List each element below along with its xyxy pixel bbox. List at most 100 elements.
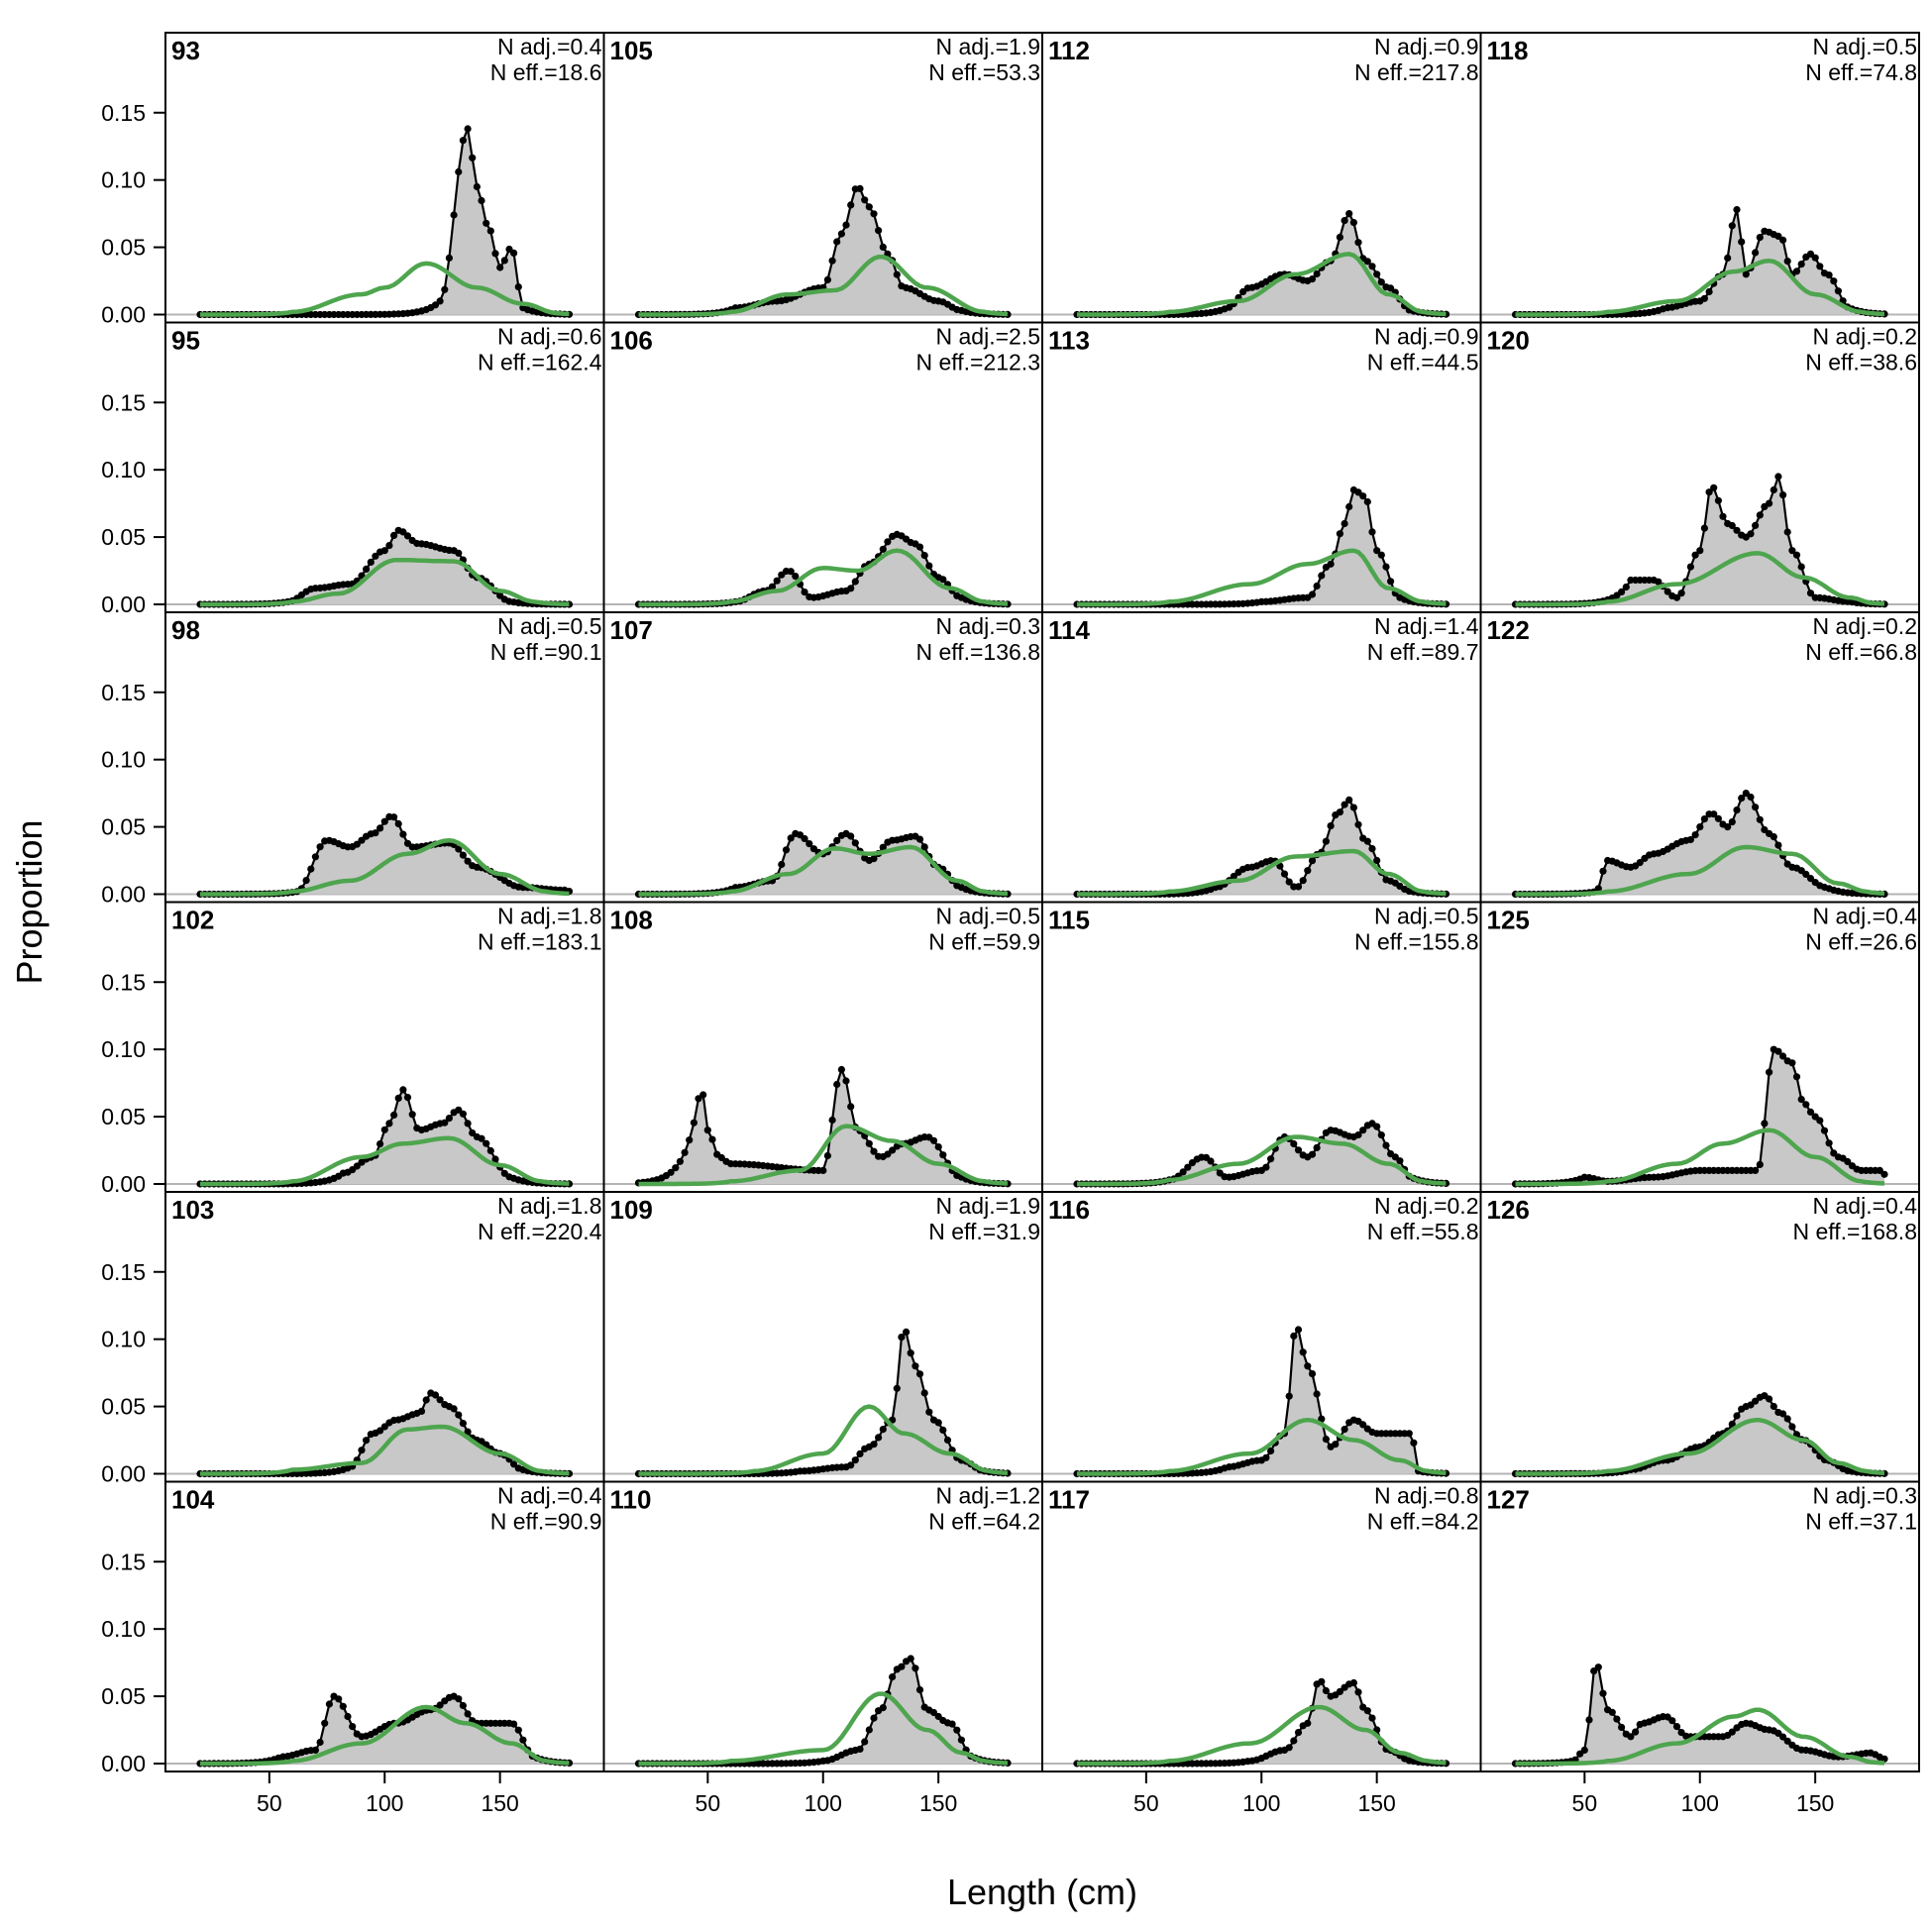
observed-point xyxy=(376,1140,384,1148)
x-axis-title: Length (cm) xyxy=(947,1872,1137,1912)
observed-point xyxy=(1802,1101,1810,1109)
observed-point xyxy=(1761,1120,1769,1127)
panel-year-label: 102 xyxy=(171,906,214,935)
observed-point xyxy=(450,1405,458,1413)
x-tick-label: 150 xyxy=(481,1790,518,1816)
panel-110: 110 N adj.=1.2N eff.=64.2 xyxy=(602,1480,1043,1772)
x-tick-label: 100 xyxy=(805,1790,842,1816)
observed-point xyxy=(519,1736,527,1744)
n-adj-label: N adj.=1.2 xyxy=(936,1483,1041,1509)
observed-point xyxy=(1373,856,1381,865)
observed-point xyxy=(459,137,467,145)
observed-point xyxy=(1599,1689,1607,1697)
observed-point xyxy=(889,1673,897,1681)
observed-point xyxy=(496,264,504,271)
observed-area xyxy=(1515,1666,1884,1764)
observed-point xyxy=(464,1428,472,1436)
observed-point xyxy=(1290,1737,1298,1745)
observed-point xyxy=(1844,1157,1852,1166)
observed-point xyxy=(1766,499,1773,507)
observed-point xyxy=(1382,1141,1390,1149)
y-tick-label: 0.10 xyxy=(101,747,146,773)
observed-point xyxy=(870,1714,878,1722)
observed-point xyxy=(1806,590,1815,597)
panel-117: 117 N adj.=0.8N eff.=84.2 xyxy=(1041,1480,1482,1772)
observed-point xyxy=(376,824,384,832)
observed-point xyxy=(778,860,786,869)
observed-point xyxy=(1672,593,1681,601)
observed-point xyxy=(1738,795,1746,803)
observed-point xyxy=(870,1147,878,1155)
n-eff-label: N eff.=64.2 xyxy=(928,1509,1040,1535)
observed-point xyxy=(1724,823,1732,831)
observed-point xyxy=(1655,578,1663,586)
observed-point xyxy=(436,297,444,305)
panel-year-label: 126 xyxy=(1487,1195,1530,1225)
observed-point xyxy=(349,1723,357,1731)
observed-area xyxy=(200,129,570,315)
observed-point xyxy=(1336,530,1343,538)
observed-point xyxy=(385,1120,393,1127)
observed-point xyxy=(1710,810,1718,818)
observed-point xyxy=(311,1746,319,1754)
observed-point xyxy=(690,1119,698,1127)
n-eff-label: N eff.=59.9 xyxy=(928,929,1040,955)
observed-point xyxy=(344,1712,352,1721)
observed-point xyxy=(1304,1362,1312,1370)
y-tick-label: 0.10 xyxy=(101,167,146,193)
n-adj-label: N adj.=0.4 xyxy=(497,1483,602,1509)
observed-point xyxy=(353,840,361,848)
observed-point xyxy=(787,834,795,842)
observed-point xyxy=(510,1720,518,1728)
observed-point xyxy=(879,545,887,553)
observed-point xyxy=(847,201,855,209)
observed-point xyxy=(768,583,777,590)
observed-point xyxy=(1632,1728,1640,1736)
observed-point xyxy=(459,1701,467,1710)
observed-point xyxy=(464,1710,472,1718)
y-tick-label: 0.05 xyxy=(101,1104,146,1129)
panel-93: 93 N adj.=0.4N eff.=18.6 xyxy=(164,32,605,324)
observed-point xyxy=(1345,796,1353,805)
n-adj-label: N adj.=0.5 xyxy=(936,904,1041,929)
observed-point xyxy=(1349,1678,1357,1687)
observed-point xyxy=(455,549,463,557)
expected-line xyxy=(1077,252,1447,317)
observed-point xyxy=(893,1384,901,1392)
observed-point xyxy=(1322,1686,1330,1695)
observed-point xyxy=(884,1150,892,1158)
observed-point xyxy=(1752,521,1760,530)
observed-point xyxy=(1788,1059,1796,1067)
observed-point xyxy=(898,1334,906,1342)
observed-point xyxy=(417,1407,426,1415)
n-eff-label: N eff.=220.4 xyxy=(478,1219,602,1244)
observed-point xyxy=(1345,502,1353,511)
observed-point xyxy=(1710,483,1718,491)
observed-point xyxy=(865,203,873,211)
observed-point xyxy=(510,249,518,257)
observed-point xyxy=(459,851,467,859)
observed-point xyxy=(1308,275,1317,283)
observed-point xyxy=(773,577,781,585)
panel-year-label: 120 xyxy=(1487,326,1530,356)
observed-point xyxy=(1636,859,1644,867)
observed-point xyxy=(1294,1729,1303,1737)
y-tick-label: 0.05 xyxy=(101,235,146,261)
y-tick-label: 0.00 xyxy=(101,1461,146,1487)
n-eff-label: N eff.=26.6 xyxy=(1805,929,1917,955)
y-axis-title: Proportion xyxy=(9,819,50,984)
n-eff-label: N eff.=37.1 xyxy=(1805,1509,1917,1535)
expected-line xyxy=(638,1404,1009,1476)
y-tick-label: 0.15 xyxy=(101,100,146,126)
observed-point xyxy=(408,1111,416,1119)
y-tick-label: 0.15 xyxy=(101,1549,146,1574)
observed-point xyxy=(939,576,947,584)
observed-point xyxy=(1738,238,1746,246)
observed-point xyxy=(879,1426,887,1434)
observed-point xyxy=(514,1726,522,1734)
y-tick-label: 0.15 xyxy=(101,389,146,415)
n-eff-label: N eff.=44.5 xyxy=(1367,350,1479,376)
observed-point xyxy=(920,552,928,560)
observed-point xyxy=(316,1738,324,1747)
observed-point xyxy=(1294,1326,1303,1334)
